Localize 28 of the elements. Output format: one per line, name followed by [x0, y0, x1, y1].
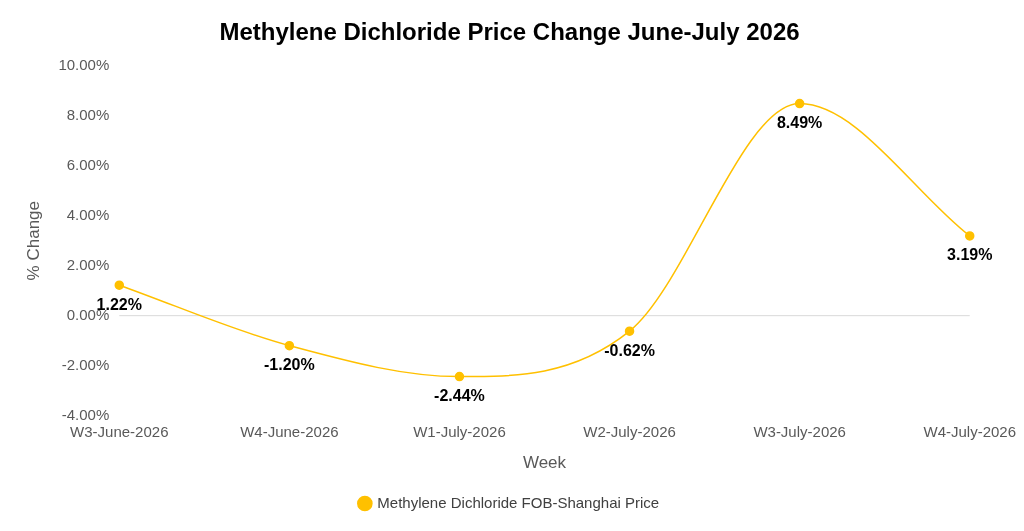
- y-axis-title: % Change: [23, 201, 43, 281]
- x-tick-label: W1-July-2026: [413, 422, 506, 440]
- y-tick-label: 6.00%: [66, 155, 110, 173]
- y-tick-label: 8.00%: [66, 105, 110, 123]
- point: [284, 340, 295, 351]
- y-tick-label: 10.00%: [58, 55, 110, 73]
- x-tick-label: W2-July-2026: [583, 422, 676, 440]
- legend-label: Methylene Dichloride FOB-Shanghai Price: [377, 493, 660, 511]
- chart-title: Methylene Dichloride Price Change June-July 2026: [219, 18, 800, 46]
- y-tick-label: -2.00%: [61, 355, 110, 373]
- x-axis-title: Week: [522, 453, 567, 473]
- x-tick-label: W3-June-2026: [70, 422, 169, 440]
- point: [794, 98, 805, 109]
- point: [624, 326, 635, 336]
- y-tick-label: -4.00%: [61, 405, 110, 423]
- x-tick-label: W3-July-2026: [753, 422, 846, 440]
- data-label: 3.19%: [947, 246, 993, 264]
- x-tick-label: W4-June-2026: [240, 422, 339, 440]
- point: [454, 371, 465, 382]
- y-tick-label: 4.00%: [66, 205, 110, 223]
- data-label: 8.49%: [776, 113, 823, 131]
- x-tick-label: W4-July-2026: [923, 422, 1017, 440]
- y-tick-label: 2.00%: [66, 255, 110, 273]
- point: [114, 280, 125, 290]
- data-label: -0.62%: [604, 341, 655, 359]
- point: [964, 231, 975, 241]
- data-label: -1.20%: [264, 356, 315, 374]
- data-label: -2.44%: [434, 387, 485, 405]
